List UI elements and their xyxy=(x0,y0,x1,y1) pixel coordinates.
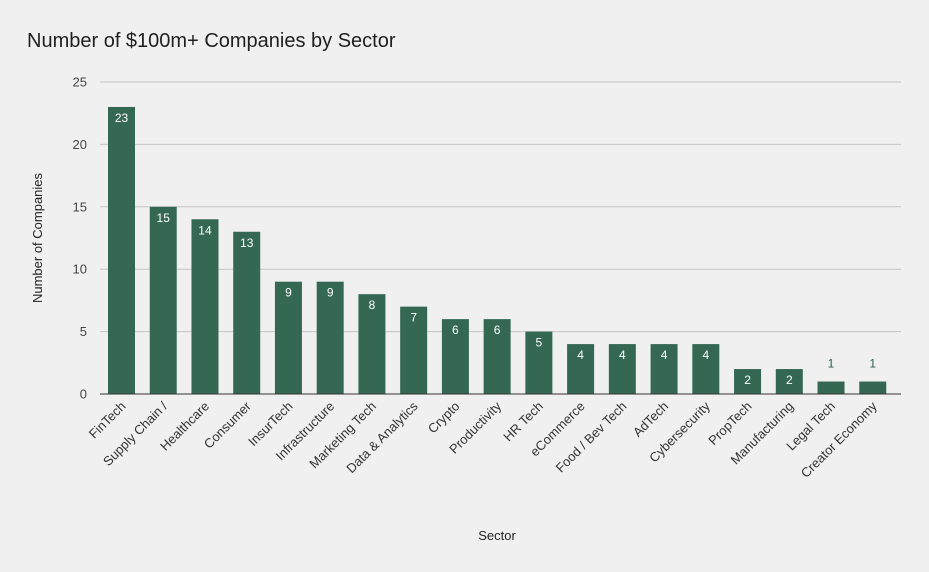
bar xyxy=(358,294,386,394)
data-label: 15 xyxy=(157,211,171,225)
data-labels: 23 15 14 13 9 9 8 7 6 6 5 4 4 4 4 2 2 1 1 xyxy=(115,111,877,387)
bar xyxy=(525,331,553,394)
bar xyxy=(608,344,636,394)
data-label: 6 xyxy=(452,323,459,337)
y-tick-label: 5 xyxy=(80,324,87,339)
data-label: 23 xyxy=(115,111,129,125)
bar xyxy=(316,281,344,394)
x-category-label: Crypto xyxy=(425,399,463,437)
bar xyxy=(191,219,219,394)
bar xyxy=(149,206,177,394)
x-category-label: Data & Analytics xyxy=(343,398,421,476)
bar xyxy=(775,369,803,394)
y-tick-label: 10 xyxy=(73,262,87,277)
bar xyxy=(650,344,678,394)
data-label: 5 xyxy=(536,336,543,350)
bar xyxy=(817,381,845,394)
y-tick-label: 25 xyxy=(73,75,87,90)
x-category-label: Food / Bev Tech xyxy=(553,399,630,476)
x-category-label: Creator Economy xyxy=(798,398,880,480)
bar xyxy=(734,369,762,394)
bar xyxy=(441,319,469,394)
data-label: 2 xyxy=(786,373,793,387)
data-label: 2 xyxy=(744,373,751,387)
bar xyxy=(274,281,302,394)
data-label: 4 xyxy=(619,348,626,362)
chart-title: Number of $100m+ Companies by Sector xyxy=(27,30,396,52)
y-tick-label: 20 xyxy=(73,137,87,152)
data-label: 4 xyxy=(661,348,668,362)
data-label: 14 xyxy=(198,223,212,237)
x-axis-title: Sector xyxy=(478,528,516,543)
y-tick-label: 15 xyxy=(73,199,87,214)
data-label: 9 xyxy=(327,286,334,300)
x-category-label: AdTech xyxy=(630,399,671,440)
bars xyxy=(108,106,887,395)
data-label: 4 xyxy=(702,348,709,362)
data-label: 1 xyxy=(828,357,835,371)
bar xyxy=(108,106,135,395)
bar xyxy=(567,344,595,394)
y-axis-title: Number of Companies xyxy=(30,172,45,303)
data-label: 7 xyxy=(410,311,417,325)
y-axis-ticks: 0 5 10 15 20 25 xyxy=(73,75,87,402)
data-label: 8 xyxy=(369,298,376,312)
data-label: 4 xyxy=(577,348,584,362)
bar xyxy=(233,231,261,394)
gridlines xyxy=(100,81,901,333)
bar xyxy=(483,319,511,394)
data-label: 9 xyxy=(285,286,292,300)
data-label: 13 xyxy=(240,236,254,250)
bar xyxy=(859,381,887,394)
data-label: 1 xyxy=(869,357,876,371)
bar xyxy=(400,306,428,394)
bar xyxy=(692,344,720,394)
y-tick-label: 0 xyxy=(80,387,87,402)
data-label: 6 xyxy=(494,323,501,337)
